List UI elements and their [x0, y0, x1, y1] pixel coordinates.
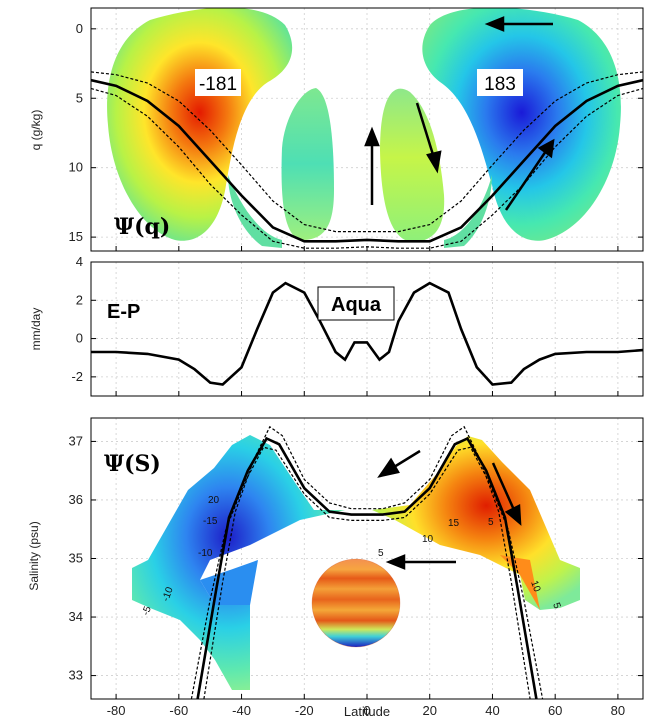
tick-label: 33 [69, 668, 83, 683]
contour-label: 20 [208, 495, 220, 506]
arrow-head-icon [364, 126, 380, 147]
tick-label: 40 [485, 703, 499, 718]
tick-label: 60 [548, 703, 562, 718]
arrow-icon [393, 449, 421, 469]
top-y-ticks: 0 5 10 15 [69, 21, 643, 244]
contour-labels: 20 -15 -10 -10 -5 5 10 15 5 10 5 [140, 495, 562, 617]
tick-label: 20 [422, 703, 436, 718]
arrow-icon [504, 150, 548, 211]
arrow-head-icon [377, 457, 400, 478]
tick-label: -60 [169, 703, 188, 718]
tick-label: -2 [71, 369, 83, 384]
contour-column-southern [281, 88, 334, 240]
salinity-wing-southern [132, 435, 345, 690]
flow-arrows-top [364, 16, 555, 211]
tick-label: 0 [76, 21, 83, 36]
tick-label: 37 [69, 433, 83, 448]
tick-label: 4 [76, 254, 83, 269]
arrow-head-icon [385, 554, 406, 570]
contour-label: 5 [378, 548, 384, 559]
extreme-label-box-pos [477, 69, 523, 96]
legend-box [317, 286, 395, 321]
tick-label: -80 [107, 703, 126, 718]
extreme-label-box-neg [195, 69, 241, 96]
e-p-line [91, 281, 643, 386]
tick-label: 36 [69, 492, 83, 507]
arrow-icon [491, 462, 516, 511]
contour-label: 5 [550, 601, 562, 610]
contour-label: -10 [198, 548, 213, 559]
tick-label: 15 [69, 229, 83, 244]
tick-label: 5 [76, 90, 83, 105]
arrow-icon [415, 102, 436, 159]
contour-lobe-northern [422, 8, 621, 241]
tick-label: 80 [611, 703, 625, 718]
top-y-axis-label: q (g/kg) [29, 110, 43, 151]
streamline-solid [91, 78, 643, 243]
tick-label: 35 [69, 551, 83, 566]
arrow-head-icon [537, 138, 555, 159]
salinity-band-northern [500, 555, 540, 610]
tick-label: -20 [295, 703, 314, 718]
mid-y-axis-label: mm/day [29, 308, 43, 351]
tick-label: 10 [69, 160, 83, 175]
arrow-head-icon [426, 150, 442, 174]
salinity-solid [196, 436, 538, 699]
contour-label: -10 [160, 585, 175, 603]
contour-label: 10 [528, 579, 542, 594]
contour-band-northern [444, 175, 492, 248]
bottom-y-ticks: 37 36 35 34 33 [69, 433, 643, 683]
contour-label: 15 [448, 518, 460, 529]
evap-minus-precip-panel: E-P Aqua 4 2 0 -2 mm/day [29, 254, 644, 397]
panel-annotation-mid: E-P [107, 301, 140, 323]
x-axis-label: Latitude [344, 704, 390, 719]
tick-label: 0 [363, 703, 370, 718]
mid-y-ticks: 4 2 0 -2 [71, 254, 643, 384]
tick-label: 0 [76, 331, 83, 346]
salinity-dashed [190, 446, 544, 699]
mid-gridlines [91, 261, 643, 396]
streamfunction-q-panel: -181 183 Ψ(q) 0 5 10 15 q (g/kg) [29, 7, 644, 252]
tick-label: 34 [69, 609, 83, 624]
bottom-y-axis-label: Salinity (psu) [27, 521, 41, 590]
contour-label: -15 [203, 516, 218, 527]
arrow-head-icon [484, 16, 505, 32]
salinity-dashed [203, 425, 531, 699]
contour-column-northern [380, 88, 445, 243]
bottom-x-ticks: -80 -60 -40 -20 0 20 40 60 80 [107, 246, 625, 718]
planet-globe-icon [311, 558, 401, 648]
arrow-head-icon [504, 504, 522, 526]
streamfunction-salinity-panel: 20 -15 -10 -10 -5 5 10 15 5 10 5 Ψ(S) 37… [27, 246, 644, 719]
contour-label: -5 [140, 604, 154, 617]
tick-label: -40 [232, 703, 251, 718]
tick-label: 2 [76, 292, 83, 307]
top-contour-fill [107, 8, 621, 248]
extreme-label-neg: -181 [199, 74, 237, 95]
extreme-label-pos: 183 [484, 74, 516, 95]
panel-annotation-bottom: Ψ(S) [104, 451, 161, 477]
mid-curve [91, 281, 643, 386]
contour-lobe-southern [107, 8, 293, 241]
legend-box-label: Aqua [331, 294, 382, 316]
contour-label: 5 [488, 517, 494, 528]
bottom-curves [190, 425, 544, 699]
panel-annotation-top: Ψ(q) [114, 214, 170, 240]
flow-arrows-bottom [377, 449, 522, 570]
contour-label: 10 [422, 534, 434, 545]
